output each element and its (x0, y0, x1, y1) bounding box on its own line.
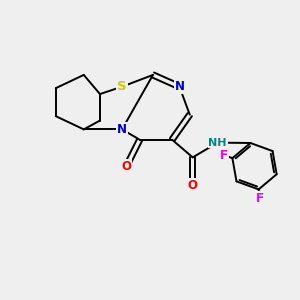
Text: F: F (220, 148, 228, 162)
Text: O: O (188, 179, 198, 192)
Text: F: F (256, 192, 264, 205)
Text: NH: NH (208, 138, 227, 148)
Text: S: S (117, 80, 127, 93)
Text: O: O (122, 160, 131, 173)
Text: N: N (174, 80, 184, 93)
Text: N: N (117, 123, 127, 136)
